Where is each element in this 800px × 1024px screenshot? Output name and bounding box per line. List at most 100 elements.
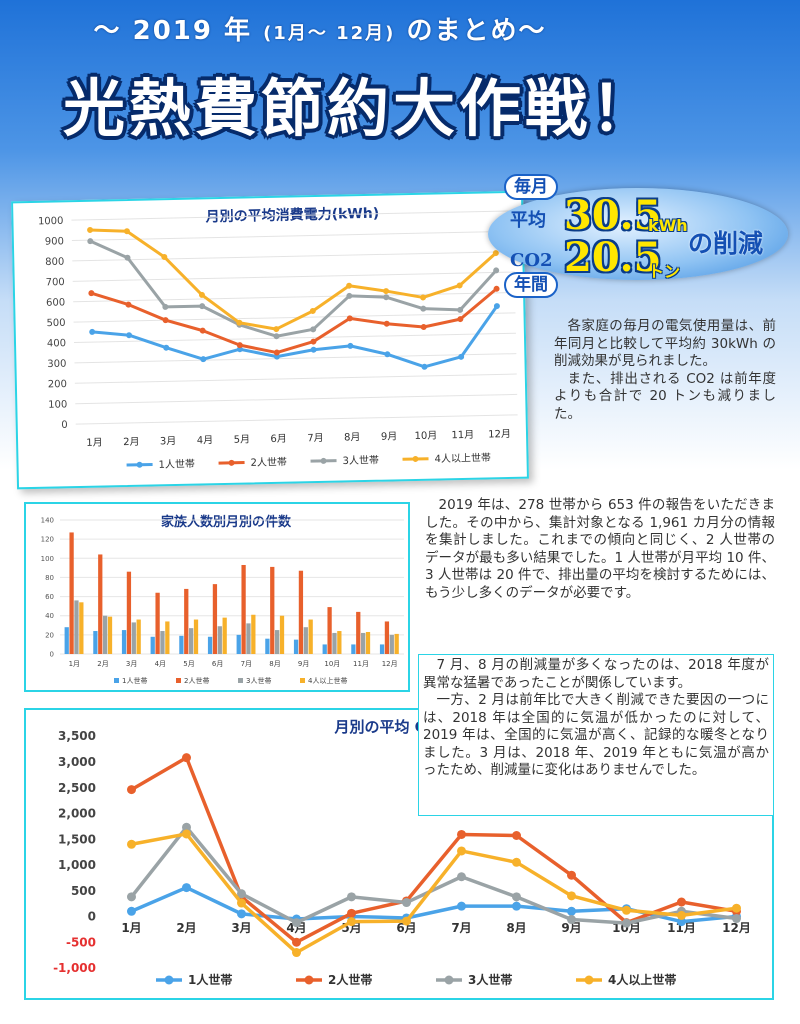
chart-title: 月別の平均消費電力(kWh): [204, 205, 379, 226]
bar: [308, 619, 313, 654]
x-tick-label: 4月: [286, 921, 306, 935]
data-point: [512, 901, 521, 911]
bar: [384, 621, 390, 654]
data-point: [677, 910, 686, 920]
x-tick-label: 8月: [344, 431, 361, 443]
summary-text-1: 各家庭の毎月の電気使用量は、前年同月と比較して平均約 30kWh の削減効果が見…: [554, 318, 776, 423]
y-tick-label: 500: [46, 318, 65, 329]
legend-marker: [320, 457, 327, 464]
gridline: [73, 291, 516, 303]
x-tick-label: 11月: [353, 660, 369, 668]
y-tick-label: 3,000: [58, 755, 96, 769]
data-point: [346, 315, 353, 322]
data-point: [383, 294, 390, 301]
data-point: [420, 305, 427, 312]
bar: [165, 621, 170, 654]
data-point: [292, 918, 301, 928]
legend-label: 4人以上世帯: [608, 972, 676, 987]
x-tick-label: 1月: [69, 660, 80, 668]
badge-monthly-pill: 毎月: [504, 174, 558, 200]
series-line: [130, 825, 737, 925]
bar: [241, 564, 246, 654]
data-point: [182, 753, 191, 763]
gridline: [75, 414, 518, 425]
legend-label: 3人世帯: [342, 453, 379, 467]
x-tick-label: 2月: [97, 660, 108, 668]
data-point: [310, 338, 317, 345]
bar: [275, 630, 280, 654]
legend-label: 2人世帯: [328, 972, 372, 987]
gridline: [74, 353, 517, 364]
data-point: [292, 937, 301, 947]
data-point: [127, 839, 136, 849]
y-tick-label: 3,500: [58, 729, 96, 743]
legend-marker: [584, 975, 594, 985]
bar: [389, 634, 394, 654]
bar: [246, 623, 251, 654]
data-point: [420, 294, 427, 301]
y-tick-label: 300: [47, 359, 66, 370]
data-point: [292, 948, 301, 958]
series-line: [90, 228, 497, 331]
x-tick-label: 1月: [86, 437, 103, 449]
bar: [64, 627, 69, 654]
bar: [222, 617, 227, 654]
x-tick-label: 7月: [241, 660, 252, 668]
data-point: [127, 785, 136, 795]
series-line: [89, 239, 498, 338]
x-tick-label: 2月: [123, 436, 140, 448]
y-tick-label: 1,500: [58, 832, 96, 846]
data-point: [126, 332, 133, 339]
data-point: [236, 342, 243, 349]
legend-marker: [164, 975, 174, 985]
data-point: [310, 326, 317, 333]
data-point: [567, 915, 576, 925]
x-tick-label: 6月: [396, 921, 416, 935]
bar: [251, 614, 256, 654]
data-point: [87, 238, 94, 245]
data-point: [677, 897, 686, 907]
x-tick-label: 5月: [183, 660, 194, 668]
bar: [303, 627, 308, 654]
data-point: [124, 254, 131, 261]
badge-row2-label: CO2: [510, 250, 553, 271]
data-point: [732, 903, 741, 913]
data-point: [347, 342, 354, 349]
y-tick-label: 100: [48, 399, 67, 410]
data-point: [127, 906, 136, 916]
y-tick-label: 400: [47, 338, 66, 349]
data-point: [457, 901, 466, 911]
gridline: [75, 393, 518, 405]
data-point: [273, 326, 280, 333]
data-point: [622, 905, 631, 915]
badge-tail-text: の削減: [688, 229, 764, 258]
bar: [293, 639, 299, 654]
badge-annual-pill: 年間: [504, 272, 558, 298]
data-point: [347, 908, 356, 918]
x-tick-label: 4月: [197, 434, 214, 446]
chart-title: 家族人数別月別の件数: [161, 514, 292, 530]
badge-row1-unit: kWh: [648, 216, 688, 235]
x-tick-label: 9月: [298, 660, 309, 668]
bar: [279, 615, 285, 654]
data-point: [237, 909, 246, 919]
bar: [69, 532, 74, 654]
bar: [74, 600, 79, 654]
x-tick-label: 3月: [126, 660, 137, 668]
legend-label: 1人世帯: [188, 972, 232, 987]
bar: [121, 630, 127, 654]
page-title: 光熱費節約大作戦！: [62, 72, 657, 145]
bar: [107, 616, 113, 654]
gridline: [72, 251, 515, 262]
x-tick-label: 11月: [667, 921, 696, 935]
data-point: [162, 303, 169, 310]
data-point: [493, 267, 500, 274]
y-tick-label: 2,000: [58, 807, 96, 821]
data-point: [162, 317, 169, 324]
x-tick-label: 3月: [231, 921, 251, 935]
bar: [394, 633, 399, 654]
data-point: [237, 889, 246, 899]
bar: [298, 570, 304, 654]
legend-swatch: [176, 678, 181, 683]
bar: [193, 619, 199, 654]
